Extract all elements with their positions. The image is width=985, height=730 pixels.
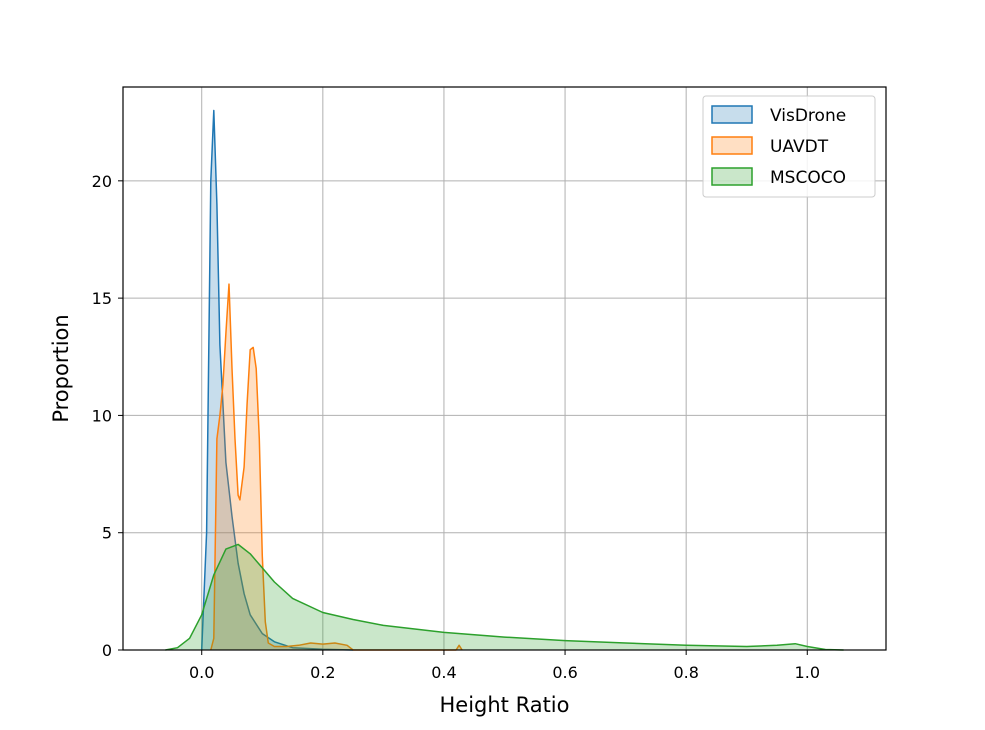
series-layer	[165, 109, 844, 651]
y-tick-label: 20	[92, 172, 112, 191]
series-area-uavdt	[210, 284, 463, 650]
x-tick-label: 0.2	[310, 663, 335, 682]
ticks: 0.0 0.2 0.4 0.6 0.8 1.0 0 5 10 15 20	[92, 172, 820, 682]
legend-label-uavdt: UAVDT	[770, 137, 829, 157]
x-tick-label: 0.0	[189, 663, 214, 682]
x-tick-label: 0.8	[673, 663, 698, 682]
legend-swatch-mscoco	[711, 167, 753, 186]
series-area-mscoco	[165, 544, 844, 650]
x-tick-label: 1.0	[795, 663, 820, 682]
x-tick-label: 0.4	[431, 663, 456, 682]
series-line-mscoco	[165, 543, 844, 651]
series-line-uavdt	[210, 283, 463, 651]
y-tick-label: 15	[92, 289, 112, 308]
legend: VisDrone UAVDT MSCOCO	[702, 95, 876, 198]
y-tick-label: 10	[92, 406, 112, 425]
x-axis-label: Height Ratio	[439, 693, 569, 717]
series-line-visdrone	[200, 109, 354, 651]
series-area-visdrone	[201, 110, 354, 650]
legend-label-mscoco: MSCOCO	[770, 168, 846, 188]
legend-label-visdrone: VisDrone	[770, 106, 846, 126]
y-tick-label: 0	[102, 641, 112, 660]
x-tick-label: 0.6	[552, 663, 577, 682]
legend-box	[702, 95, 876, 198]
legend-swatch-uavdt	[711, 136, 753, 155]
y-tick-label: 5	[102, 524, 112, 543]
legend-swatch-visdrone	[711, 105, 753, 124]
plot-frame	[122, 86, 887, 651]
y-axis-label: Proportion	[49, 314, 73, 422]
